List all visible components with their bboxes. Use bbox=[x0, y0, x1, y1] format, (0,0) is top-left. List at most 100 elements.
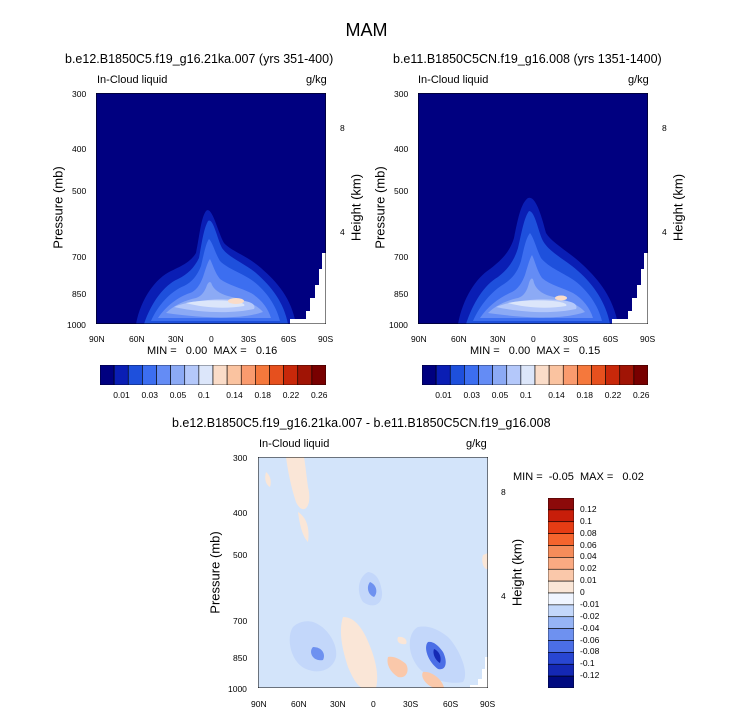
panel1-plot bbox=[96, 93, 326, 324]
panel3-ytick-1000: 1000 bbox=[228, 684, 247, 694]
colorbar-swatch bbox=[311, 365, 326, 385]
colorbar-swatch bbox=[548, 592, 574, 606]
panel1-height-tick-8: 8 bbox=[340, 123, 345, 133]
panel1-ytick-1000: 1000 bbox=[67, 320, 86, 330]
colorbar-label: 0.01 bbox=[580, 575, 597, 586]
panel2-stats: MIN = 0.00 MAX = 0.15 bbox=[470, 345, 601, 357]
panel1-stats: MIN = 0.00 MAX = 0.16 bbox=[147, 345, 278, 357]
panel2-xtick-30N: 30N bbox=[490, 334, 506, 344]
panel2-plot bbox=[418, 93, 648, 324]
colorbar-swatch bbox=[577, 365, 592, 385]
panel3-xtick-30N: 30N bbox=[330, 699, 346, 709]
panel1-height-tick-4: 4 bbox=[340, 227, 345, 237]
colorbar-label: 0.05 bbox=[491, 390, 509, 400]
colorbar-swatch bbox=[269, 365, 284, 385]
colorbar-label: 0.18 bbox=[254, 390, 271, 400]
colorbar-label: 0.06 bbox=[580, 539, 597, 550]
panel3-contours bbox=[265, 457, 488, 688]
colorbar-swatch bbox=[464, 365, 479, 385]
panel1-xtick-60S: 60S bbox=[281, 334, 297, 344]
colorbar-label: 0.26 bbox=[632, 390, 650, 400]
colorbar-swatch bbox=[548, 580, 574, 594]
panel2-ytick-1000: 1000 bbox=[389, 320, 408, 330]
colorbar-swatch bbox=[226, 365, 242, 385]
panel2-right-label: g/kg bbox=[628, 74, 649, 86]
colorbar-swatch bbox=[478, 365, 493, 385]
panel1-ytick-850: 850 bbox=[72, 289, 87, 299]
panel1-xtick-30S: 30S bbox=[241, 334, 257, 344]
panel3-xtick-90N: 90N bbox=[251, 699, 267, 709]
colorbar-swatch bbox=[548, 533, 574, 546]
panel1-ylabel: Pressure (mb) bbox=[50, 166, 66, 249]
colorbar-label: 0.22 bbox=[282, 390, 300, 400]
panel3-stats: MIN = -0.05 MAX = 0.02 bbox=[513, 471, 644, 483]
colorbar-label: 0.04 bbox=[580, 551, 597, 562]
panel1-ytick-700: 700 bbox=[72, 252, 87, 262]
colorbar-label: -0.01 bbox=[580, 598, 600, 609]
colorbar-swatch bbox=[548, 652, 574, 665]
panel1-xtick-90S: 90S bbox=[318, 334, 334, 344]
panel1-xtick-30N: 30N bbox=[168, 334, 184, 344]
colorbar-swatch bbox=[113, 365, 129, 385]
colorbar-label: -0.04 bbox=[580, 622, 600, 633]
colorbar-label: 0.08 bbox=[580, 527, 597, 538]
colorbar-swatch bbox=[548, 545, 574, 558]
colorbar-swatch bbox=[506, 365, 522, 385]
colorbar-swatch bbox=[297, 365, 313, 385]
panel3-height-tick-8: 8 bbox=[501, 487, 506, 497]
colorbar-label: 0.14 bbox=[548, 390, 565, 400]
colorbar-swatch bbox=[198, 365, 214, 385]
panel3-xtick-0: 0 bbox=[371, 699, 376, 709]
panel1-title: b.e12.B1850C5.f19_g16.21ka.007 (yrs 351-… bbox=[65, 52, 334, 66]
panel2-xtick-60N: 60N bbox=[451, 334, 467, 344]
panel2-left-label: In-Cloud liquid bbox=[418, 74, 489, 86]
colorbar-swatch bbox=[548, 521, 574, 534]
colorbar-swatch bbox=[240, 365, 256, 385]
colorbar-swatch bbox=[212, 365, 228, 385]
colorbar-label: 0.05 bbox=[169, 390, 187, 400]
colorbar-label: 0.02 bbox=[580, 563, 597, 574]
colorbar-label: 0.01 bbox=[435, 390, 452, 400]
panel2-xtick-60S: 60S bbox=[603, 334, 619, 344]
panel3-ytick-500: 500 bbox=[233, 550, 248, 560]
colorbar-panel2 bbox=[422, 365, 648, 385]
panel2-title: b.e11.B1850C5CN.f19_g16.008 (yrs 1351-14… bbox=[393, 52, 662, 66]
panel3-xtick-30S: 30S bbox=[403, 699, 419, 709]
panel3-height-tick-4: 4 bbox=[501, 591, 506, 601]
panel1-ytick-300: 300 bbox=[72, 89, 87, 99]
panel3-ytick-400: 400 bbox=[233, 508, 248, 518]
panel3-plot bbox=[258, 457, 488, 688]
panel2-contours bbox=[458, 197, 618, 324]
panel1-contours bbox=[136, 210, 296, 324]
colorbar-swatch bbox=[548, 675, 574, 688]
panel1-y2label: Height (km) bbox=[348, 173, 364, 242]
colorbar-label: 0.26 bbox=[310, 390, 328, 400]
colorbar-swatch bbox=[127, 365, 143, 385]
colorbar-swatch bbox=[591, 365, 606, 385]
panel2-ytick-400: 400 bbox=[394, 144, 409, 154]
colorbar-swatch bbox=[492, 365, 508, 385]
panel2-ytick-500: 500 bbox=[394, 186, 409, 196]
colorbar-swatch bbox=[142, 365, 157, 385]
panel3-xtick-60N: 60N bbox=[291, 699, 307, 709]
panel3-ytick-850: 850 bbox=[233, 653, 248, 663]
panel2-ytick-850: 850 bbox=[394, 289, 409, 299]
colorbar-label: 0.12 bbox=[580, 503, 597, 514]
panel2-xtick-90S: 90S bbox=[640, 334, 656, 344]
panel2-height-tick-8: 8 bbox=[662, 123, 667, 133]
colorbar-swatch bbox=[548, 557, 574, 570]
colorbar-label: -0.12 bbox=[580, 670, 600, 681]
colorbar-label: 0.1 bbox=[197, 390, 210, 400]
colorbar-label: 0.1 bbox=[519, 390, 532, 400]
panel1-xtick-0: 0 bbox=[209, 334, 214, 344]
colorbar-label: 0.03 bbox=[463, 390, 480, 400]
colorbar-swatch bbox=[548, 509, 574, 523]
colorbar-swatch bbox=[548, 640, 574, 653]
colorbar-swatch bbox=[619, 365, 635, 385]
panel3-ylabel: Pressure (mb) bbox=[207, 531, 223, 614]
panel1-xtick-90N: 90N bbox=[89, 334, 105, 344]
colorbar-label: -0.06 bbox=[580, 634, 600, 645]
colorbar-swatch bbox=[520, 365, 536, 385]
figure-title: MAM bbox=[345, 20, 388, 40]
colorbar-label: 0.03 bbox=[141, 390, 158, 400]
